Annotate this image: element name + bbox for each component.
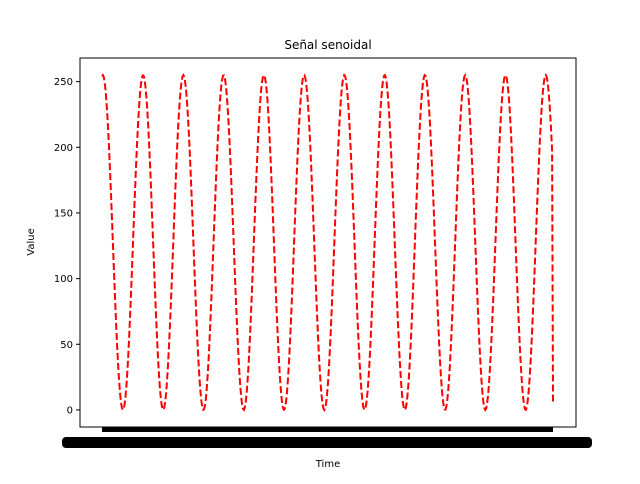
chart-title: Señal senoidal [284,38,371,52]
plot-frame [79,57,577,428]
x-tick-label-band [62,437,592,448]
plot-area [80,58,576,427]
y-tick-label: 0 [67,405,73,416]
y-tick-label: 150 [54,208,73,219]
x-axis-label: Time [315,459,340,470]
y-axis-label: Value [26,228,37,255]
x-axis [62,427,592,448]
y-tick-label: 250 [54,77,73,88]
x-tick-band [102,427,553,432]
y-tick-label: 200 [54,143,73,154]
y-tick-label: 100 [54,274,73,285]
series-layer [101,72,554,413]
series-line [101,72,554,413]
y-axis: 0 50 100 150 200 250 [54,77,80,416]
y-tick-label: 50 [60,340,73,351]
